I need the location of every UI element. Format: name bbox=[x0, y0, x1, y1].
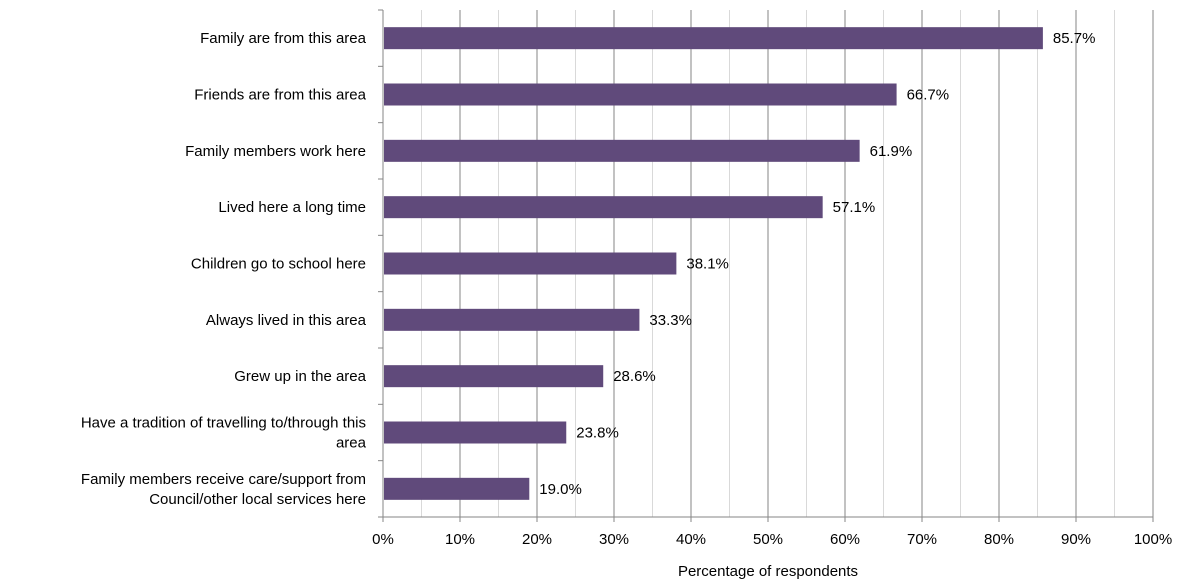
x-tick-label: 100% bbox=[1134, 531, 1172, 548]
x-tick-label: 60% bbox=[830, 531, 860, 548]
category-label: Lived here a long time bbox=[218, 199, 366, 216]
x-axis-title: Percentage of respondents bbox=[678, 563, 858, 580]
category-label: Family members receive care/support from bbox=[81, 471, 366, 488]
bar bbox=[384, 421, 567, 444]
bars bbox=[384, 27, 1043, 500]
data-label: 28.6% bbox=[613, 368, 656, 385]
x-tick-label: 50% bbox=[753, 531, 783, 548]
data-label: 66.7% bbox=[907, 87, 950, 104]
data-label: 61.9% bbox=[870, 143, 913, 160]
x-tick-label: 80% bbox=[984, 531, 1014, 548]
bar bbox=[384, 83, 897, 106]
category-label: Have a tradition of travelling to/throug… bbox=[81, 415, 366, 432]
category-label: area bbox=[336, 435, 367, 452]
x-tick-label: 10% bbox=[445, 531, 475, 548]
bar bbox=[384, 365, 604, 388]
x-tick-labels: 0% 10% 20% 30% 40% 50% 60% 70% 80% 90% 100% bbox=[372, 531, 1172, 548]
x-tick-label: 40% bbox=[676, 531, 706, 548]
bar bbox=[384, 308, 640, 331]
bar bbox=[384, 196, 823, 219]
category-label: Children go to school here bbox=[191, 256, 366, 273]
x-tick-label: 90% bbox=[1061, 531, 1091, 548]
data-labels: 85.7% 66.7% 61.9% 57.1% 38.1% 33.3% 28.6% 23.8%… bbox=[539, 30, 1095, 498]
category-label: Grew up in the area bbox=[234, 368, 366, 385]
axes bbox=[378, 9, 1154, 522]
category-label: Family are from this area bbox=[200, 30, 367, 47]
category-label: Council/other local services here bbox=[149, 491, 366, 508]
data-label: 85.7% bbox=[1053, 30, 1096, 47]
data-label: 38.1% bbox=[686, 256, 729, 273]
x-tick-label: 70% bbox=[907, 531, 937, 548]
bar bbox=[384, 27, 1043, 50]
data-label: 23.8% bbox=[576, 425, 619, 442]
data-label: 57.1% bbox=[833, 199, 876, 216]
x-tick-label: 30% bbox=[599, 531, 629, 548]
category-label: Friends are from this area bbox=[194, 87, 366, 104]
category-labels: Family are from this area Friends are fro… bbox=[81, 30, 367, 508]
bar bbox=[384, 252, 677, 275]
data-label: 19.0% bbox=[539, 481, 582, 498]
bar bbox=[384, 477, 530, 500]
x-tick-label: 20% bbox=[522, 531, 552, 548]
bar bbox=[384, 139, 860, 162]
category-label: Family members work here bbox=[185, 143, 366, 160]
x-tick-label: 0% bbox=[372, 531, 394, 548]
category-label: Always lived in this area bbox=[206, 312, 367, 329]
data-label: 33.3% bbox=[649, 312, 692, 329]
